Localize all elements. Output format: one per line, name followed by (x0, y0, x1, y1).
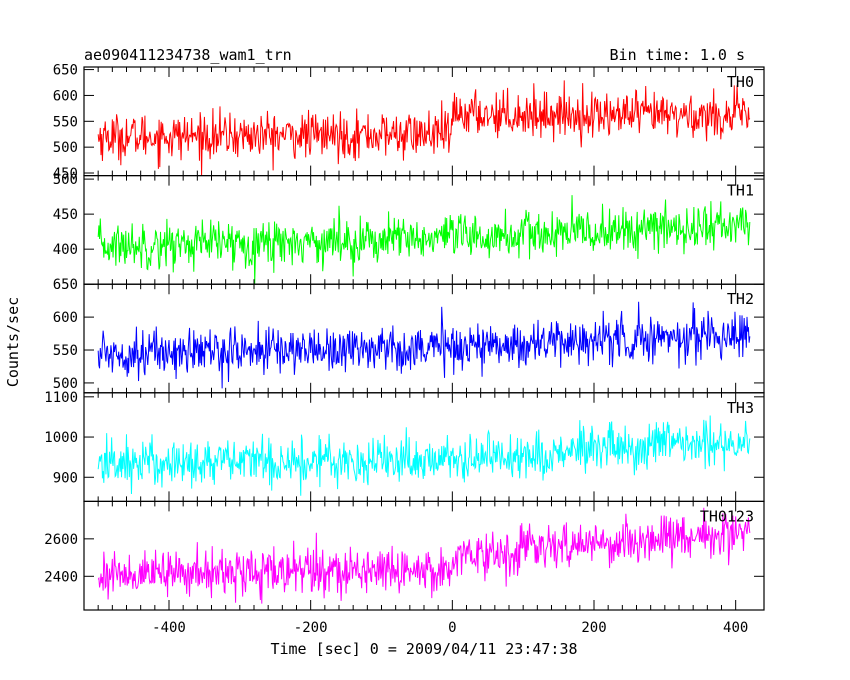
series-line-th1 (97, 195, 751, 284)
y-tick-label: 900 (53, 470, 78, 486)
panel-label-th3: TH3 (727, 399, 754, 417)
y-tick-label: 2400 (44, 569, 78, 585)
y-tick-label: 500 (53, 376, 78, 392)
x-tick-label: 0 (448, 620, 456, 636)
panel-label-th1: TH1 (727, 182, 754, 200)
y-tick-label: 550 (53, 114, 78, 130)
series-line-th0 (97, 80, 751, 176)
y-tick-label: 650 (53, 277, 78, 293)
y-tick-label: 650 (53, 63, 78, 79)
panel-th3: 900 1000 1100 TH3 (44, 390, 765, 502)
x-axis: -400 -200 0 200 400 (152, 620, 748, 636)
header-title: ae090411234738_wam1_trn (84, 46, 292, 64)
series-line-th0123 (97, 507, 751, 604)
x-tick-label: 200 (581, 620, 606, 636)
y-tick-label: 400 (53, 242, 78, 258)
x-tick-label: -400 (152, 620, 186, 636)
panel-label-th2: TH2 (727, 290, 754, 308)
y-tick-label: 450 (53, 166, 78, 182)
y-tick-label: 1000 (44, 430, 78, 446)
y-tick-label: 600 (53, 88, 78, 104)
panel-th0123: 2400 2600 TH0123 (44, 500, 765, 611)
header-bin-time: Bin time: 1.0 s (610, 46, 745, 64)
y-tick-label: 1100 (44, 390, 78, 406)
y-tick-label: 500 (53, 172, 78, 188)
panels: 450500550600650TH0400450500TH15005506006… (44, 63, 765, 611)
panel-label-th0: TH0 (727, 73, 754, 91)
x-tick-label: -200 (294, 620, 328, 636)
panel-th2: 500 550 600 650 TH2 (53, 277, 765, 394)
y-tick-label: 550 (53, 343, 78, 359)
y-tick-label: 600 (53, 310, 78, 326)
panel-th0: 450 500 550 600 650 TH0 (53, 63, 765, 182)
panel-label-th0123: TH0123 (700, 507, 754, 525)
series-line-th2 (97, 301, 751, 389)
y-tick-label: 500 (53, 140, 78, 156)
panel-th1: 400 450 500 TH1 (53, 172, 765, 285)
y-tick-label: 450 (53, 207, 78, 223)
x-axis-title: Time [sec] 0 = 2009/04/11 23:47:38 (270, 640, 577, 658)
panel-frame (83, 500, 765, 611)
series-line-th3 (97, 415, 751, 496)
y-tick-label: 2600 (44, 532, 78, 548)
y-axis-title: Counts/sec (4, 297, 22, 387)
x-tick-label: 400 (723, 620, 748, 636)
